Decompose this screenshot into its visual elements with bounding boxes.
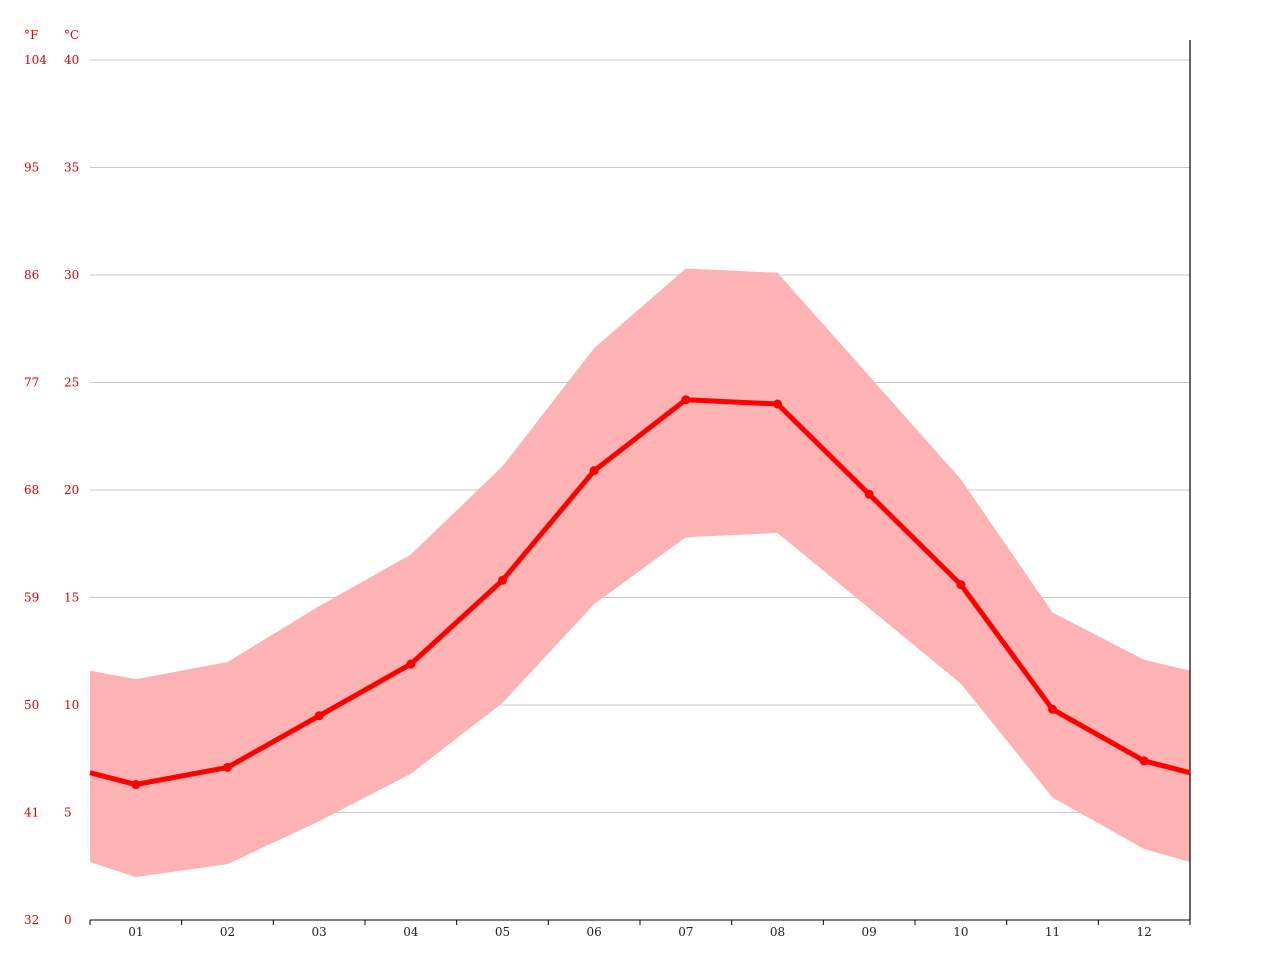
- data-point: [1139, 756, 1149, 766]
- data-point: [1048, 704, 1057, 714]
- series-group: [89, 395, 1191, 790]
- y-tick-label-celsius: 25: [64, 376, 79, 390]
- y-tick-label-fahrenheit: 32: [24, 913, 39, 927]
- temperature-range-band: [90, 268, 1190, 877]
- y-tick-label-celsius: 10: [64, 698, 79, 712]
- y-tick-label-fahrenheit: 41: [24, 806, 39, 820]
- y-tick-label-fahrenheit: 50: [24, 698, 39, 712]
- y-tick-label-celsius: 0: [64, 913, 72, 927]
- data-point: [681, 395, 691, 405]
- data-point: [956, 580, 966, 590]
- x-tick-label: 01: [128, 925, 143, 939]
- y-tick-label-fahrenheit: 77: [24, 376, 39, 390]
- y-tick-label-fahrenheit: 95: [24, 161, 39, 175]
- data-point: [223, 762, 232, 772]
- tick-labels: °F °C 0 32 5 41 10 50 15 59 20 68 25 77 30 86 35 95 40 10…: [24, 28, 1152, 939]
- data-point: [864, 489, 874, 499]
- y-tick-label-celsius: 20: [64, 483, 79, 497]
- data-point: [406, 659, 416, 669]
- range-band-group: [90, 268, 1190, 877]
- x-tick-label: 09: [862, 925, 877, 939]
- y-tick-label-celsius: 5: [64, 806, 72, 820]
- x-tick-label: 04: [403, 925, 419, 939]
- data-point: [773, 399, 782, 409]
- x-tick-label: 06: [587, 925, 602, 939]
- x-tick-label: 08: [770, 925, 785, 939]
- x-tick-label: 03: [312, 925, 327, 939]
- y-tick-label-fahrenheit: 68: [24, 483, 39, 497]
- celsius-unit-label: °C: [64, 28, 79, 42]
- y-tick-label-fahrenheit: 104: [24, 53, 47, 67]
- x-tick-label: 12: [1137, 925, 1152, 939]
- mean-temperature-line: [89, 397, 1191, 787]
- x-tick-label: 10: [953, 925, 968, 939]
- y-tick-label-celsius: 40: [64, 53, 79, 67]
- data-point: [131, 780, 141, 790]
- data-point: [589, 466, 599, 476]
- axes: [89, 40, 1191, 925]
- y-tick-label-celsius: 35: [64, 161, 79, 175]
- fahrenheit-unit-label: °F: [24, 28, 38, 42]
- y-tick-label-celsius: 15: [64, 591, 79, 605]
- y-tick-label-fahrenheit: 59: [24, 591, 39, 605]
- x-tick-label: 02: [220, 925, 235, 939]
- data-point: [498, 575, 507, 585]
- x-tick-label: 07: [678, 925, 693, 939]
- x-tick-label: 05: [495, 925, 510, 939]
- y-tick-label-fahrenheit: 86: [24, 268, 39, 282]
- data-point: [314, 711, 324, 721]
- y-tick-label-celsius: 30: [64, 268, 79, 282]
- x-tick-label: 11: [1045, 925, 1060, 939]
